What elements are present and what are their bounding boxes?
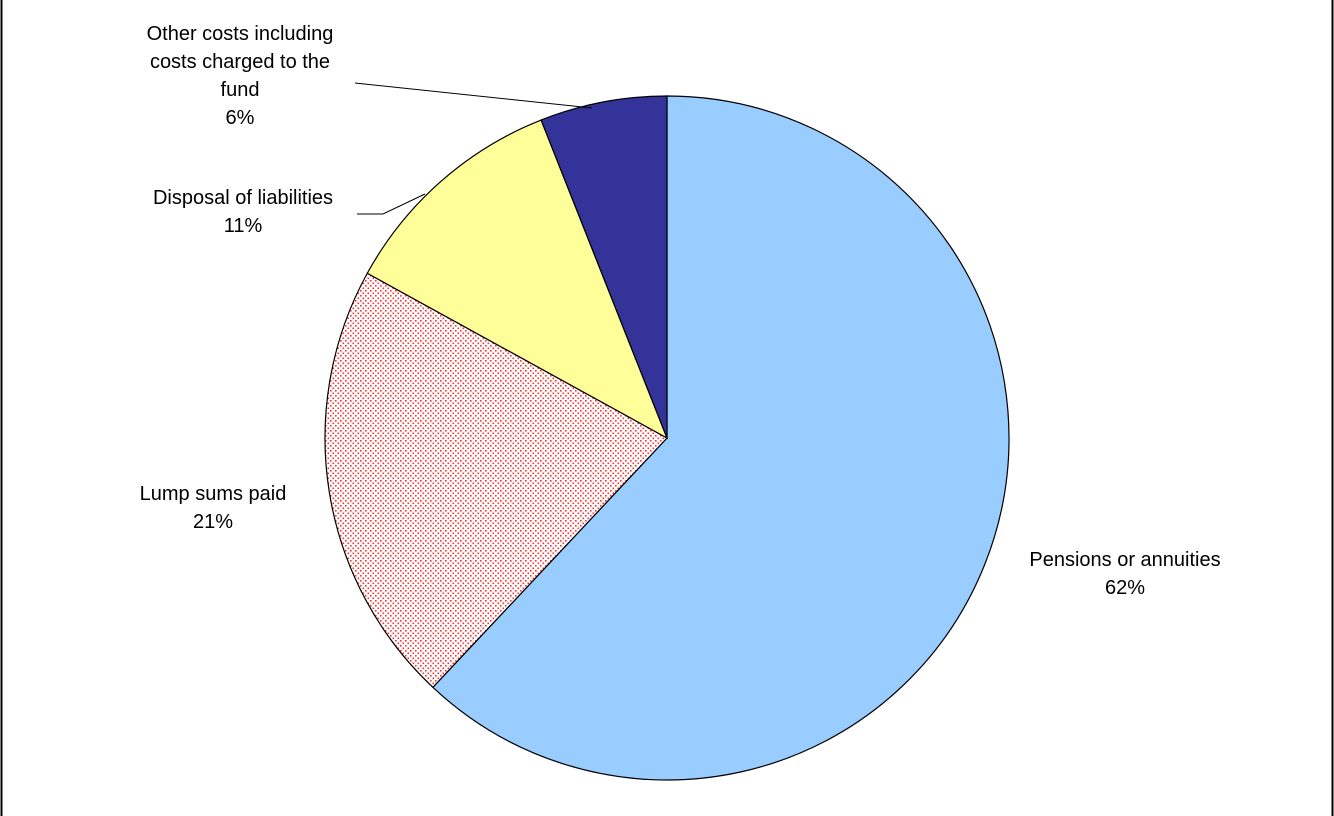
pie-slice-other-costs-including-costs-charged-to-the-fund	[540, 95, 668, 439]
leaders-layer	[354, 82, 593, 215]
slices-layer	[324, 95, 1010, 781]
data-label-disposal-of-liabilities: Disposal of liabilities 11%	[153, 187, 333, 237]
data-label-line: 6%	[226, 107, 255, 129]
data-label-line: costs charged to the	[150, 51, 330, 73]
pie-slice-pensions-or-annuities	[432, 95, 1010, 781]
data-label-line: Disposal of liabilities	[153, 187, 333, 209]
pie-slice-lump-sums-paid	[324, 272, 668, 689]
data-label-lump-sums-paid: Lump sums paid 21%	[140, 483, 287, 533]
data-label-line: Pensions or annuities	[1029, 549, 1220, 571]
leader-line-disposal-of-liabilities	[357, 193, 426, 215]
data-label-line: 62%	[1105, 577, 1145, 599]
data-label-line: 21%	[193, 511, 233, 533]
data-label-line: Lump sums paid	[140, 483, 287, 505]
labels-layer: Pensions or annuities 62% Lump sums paid 21…	[140, 23, 1221, 599]
data-label-line: 11%	[224, 215, 263, 237]
leader-line-other-costs-including-costs-charged-to-the-fund	[354, 82, 593, 109]
data-label-line: fund	[221, 79, 260, 101]
data-label-line: Other costs including	[147, 23, 334, 45]
data-label-other-costs-including-costs-charged-to-the-fund: Other costs including costs charged to th…	[147, 23, 334, 129]
pie-slice-disposal-of-liabilities	[366, 119, 669, 440]
data-label-pensions-or-annuities: Pensions or annuities 62%	[1029, 549, 1220, 599]
